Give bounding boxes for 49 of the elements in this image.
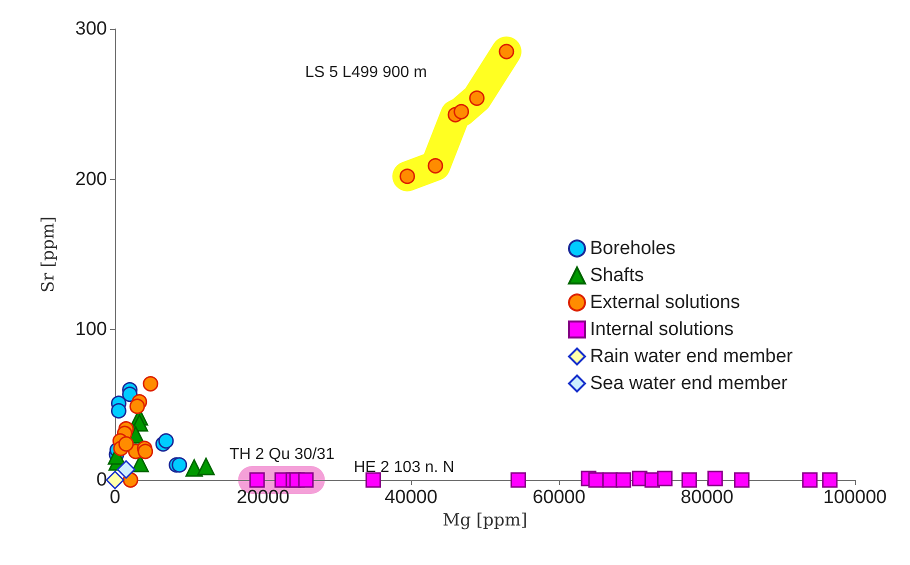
point [106, 470, 124, 490]
y-tick-label: 0 [96, 470, 107, 490]
point [498, 44, 514, 60]
point [118, 436, 134, 452]
y-tick-label: 300 [75, 18, 107, 40]
legend-label: Sea water end member [590, 373, 788, 394]
point [298, 472, 314, 488]
y-tick-label: 200 [75, 168, 107, 190]
point [681, 472, 697, 488]
point [469, 90, 485, 106]
x-tick-label: 100000 [823, 487, 887, 508]
point [454, 104, 470, 120]
point [129, 398, 145, 414]
point [366, 472, 382, 488]
legend-label: Shafts [590, 265, 644, 286]
point [588, 472, 604, 488]
point [197, 458, 215, 476]
point [707, 470, 723, 486]
x-axis-title: Mg [ppm] [442, 510, 528, 530]
point [172, 457, 188, 473]
y-tick-label: 100 [75, 319, 107, 340]
point [116, 460, 136, 479]
x-tick-label: 20000 [236, 487, 290, 508]
point [400, 168, 416, 184]
y-axis-title: Sr [ppm] [38, 216, 58, 293]
legend-label: Internal solutions [590, 319, 734, 340]
annotation: HE 2 103 n. N [354, 459, 454, 477]
point [657, 470, 673, 486]
point [158, 433, 174, 449]
legend-label: External solutions [590, 292, 740, 313]
point [185, 459, 203, 477]
x-tick-label: 40000 [384, 487, 438, 508]
annotation: TH 2 Qu 30/31 [230, 446, 334, 464]
point [510, 472, 526, 488]
point [110, 403, 126, 419]
point [142, 376, 158, 392]
point [138, 444, 154, 460]
point [249, 472, 265, 488]
point [734, 472, 750, 488]
legend-label: Rain water end member [590, 346, 794, 367]
annotation: LS 5 L499 900 m [305, 64, 427, 82]
x-tick-label: 0 [110, 487, 120, 508]
point [428, 158, 444, 174]
legend-label: Boreholes [590, 238, 676, 259]
point [822, 472, 838, 488]
point [616, 472, 632, 488]
x-tick-label: 60000 [532, 487, 586, 508]
point [802, 472, 818, 488]
x-tick-label: 80000 [680, 487, 734, 508]
